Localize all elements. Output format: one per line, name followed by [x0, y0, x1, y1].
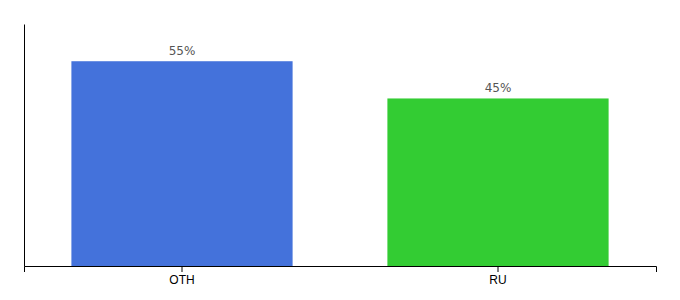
x-tick-label: OTH — [169, 273, 194, 287]
chart: 55% 45% OTH RU — [0, 0, 680, 300]
data-label: 45% — [485, 81, 512, 95]
data-labels: 55% 45% — [169, 44, 512, 95]
x-tick-mark — [182, 266, 183, 272]
plot-area: 55% 45% OTH RU — [25, 25, 657, 287]
y-axis-line — [24, 25, 25, 267]
x-tick: OTH — [169, 266, 194, 287]
y-axis — [24, 25, 25, 267]
x-axis: OTH RU — [25, 266, 657, 287]
x-tick: RU — [489, 266, 506, 287]
x-axis-line — [25, 267, 657, 273]
data-label: 55% — [169, 44, 196, 58]
x-tick-label: RU — [489, 273, 506, 287]
bar — [387, 98, 608, 266]
bar — [71, 61, 292, 266]
bars — [71, 61, 608, 266]
x-tick-mark — [498, 266, 499, 272]
